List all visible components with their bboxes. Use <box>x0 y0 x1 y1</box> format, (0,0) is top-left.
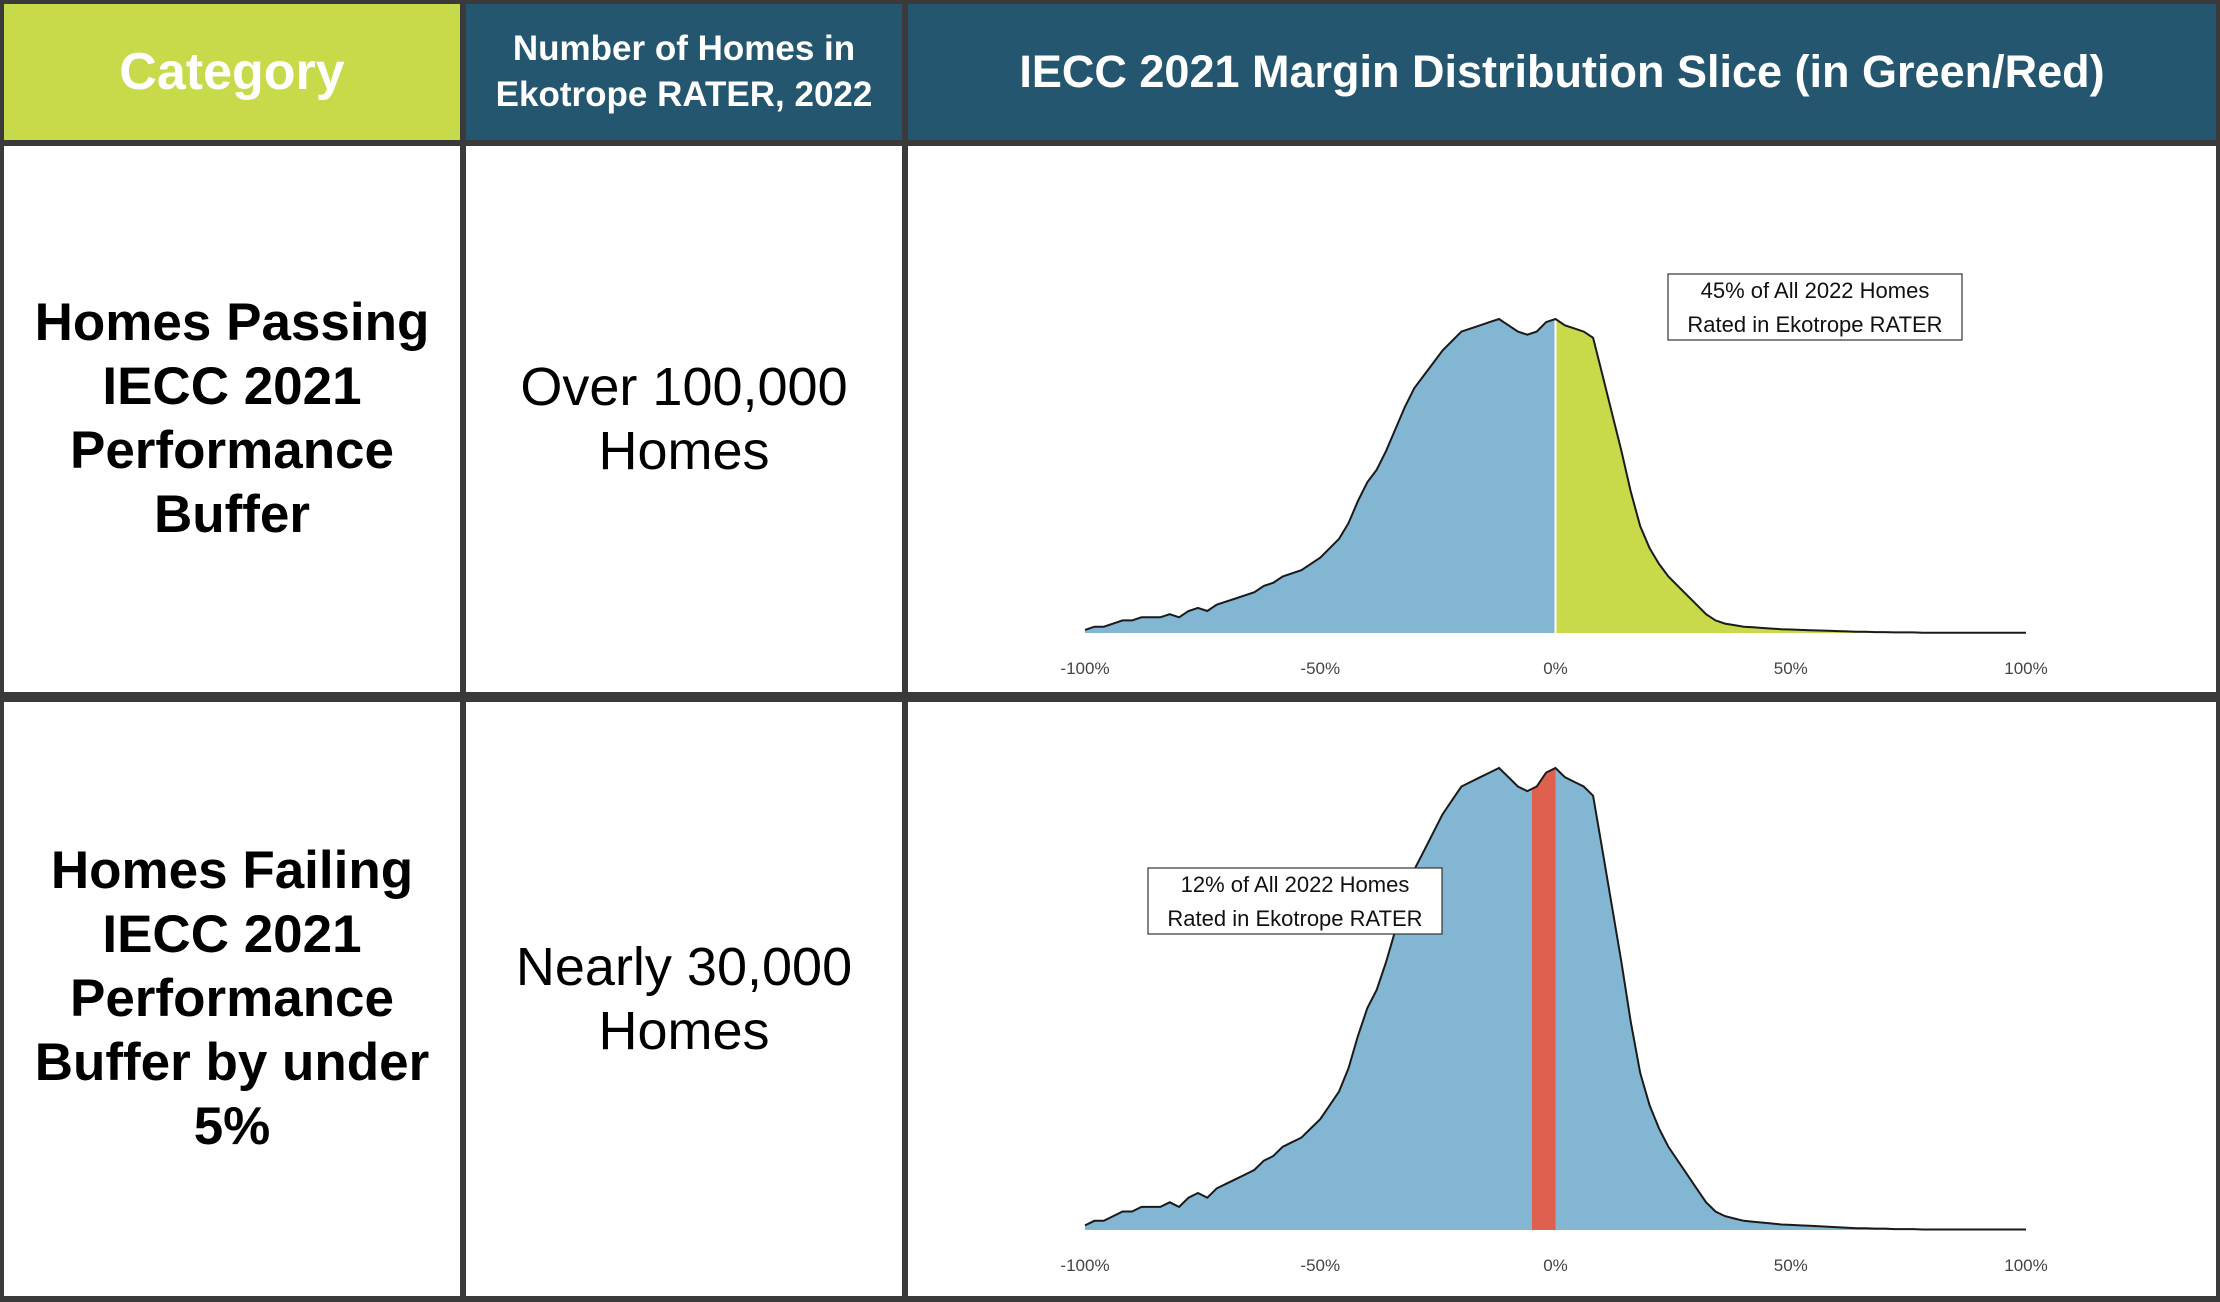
row-2-category-label: Homes Failing IECC 2021 Performance Buff… <box>34 841 430 1156</box>
annotation-text: 12% of All 2022 Homes <box>1181 872 1410 897</box>
row-2-category: Homes Failing IECC 2021 Performance Buff… <box>4 702 460 1296</box>
cell-bg <box>466 146 902 692</box>
x-tick-label: 0% <box>1543 659 1568 678</box>
x-tick-label: -100% <box>1060 659 1109 678</box>
density-outline <box>1084 766 2026 1231</box>
row-2-chart: -100% -50% 0% 50% 100% 12% of All 2022 Homes R… <box>908 702 2216 1296</box>
row-1-count-label: Over 100,000 Homes <box>520 357 848 481</box>
row-2-count: Nearly 30,000 Homes <box>466 702 902 1296</box>
density-outline <box>1084 317 2026 634</box>
highlight-slice <box>1555 319 2026 633</box>
cell-bg <box>4 702 460 1296</box>
header-category-label: Category <box>119 43 345 101</box>
x-tick-label: 50% <box>1774 1256 1808 1275</box>
annotation-text: Rated in Ekotrope RATER <box>1687 312 1942 337</box>
zero-divider <box>1554 319 1557 633</box>
chart-passing: -100% -50% 0% 50% 100% 45% of All 2022 Homes R… <box>1060 273 2048 678</box>
annotation-box <box>1667 273 1963 341</box>
x-tick-label: 100% <box>2004 659 2047 678</box>
cell-bg <box>4 146 460 692</box>
x-tick-label: 100% <box>2004 1256 2047 1275</box>
annotation-text: Rated in Ekotrope RATER <box>1167 906 1422 931</box>
row-1-count: Over 100,000 Homes <box>466 146 902 692</box>
x-tick-label: 50% <box>1774 659 1808 678</box>
chart-failing: -100% -50% 0% 50% 100% 12% of All 2022 Homes R… <box>1060 766 2048 1275</box>
header-category: Category <box>4 4 460 140</box>
header-number-label: Number of Homes in Ekotrope RATER, 2022 <box>495 29 873 114</box>
row-1-category-label: Homes Passing IECC 2021 Performance Buff… <box>34 293 430 544</box>
highlight-slice <box>1531 768 1556 1230</box>
header-chart: IECC 2021 Margin Distribution Slice (in … <box>908 4 2216 140</box>
header-chart-label: IECC 2021 Margin Distribution Slice (in … <box>1019 46 2105 97</box>
x-tick-label: -50% <box>1300 1256 1340 1275</box>
row-1-chart: -100% -50% 0% 50% 100% 45% of All 2022 Homes R… <box>908 146 2216 692</box>
cell-bg <box>466 702 902 1296</box>
annotation-box <box>1147 867 1443 935</box>
row-1-category: Homes Passing IECC 2021 Performance Buff… <box>4 146 460 692</box>
x-tick-label: -100% <box>1060 1256 1109 1275</box>
x-tick-label: 0% <box>1543 1256 1568 1275</box>
row-2-count-label: Nearly 30,000 Homes <box>515 937 853 1061</box>
header-number: Number of Homes in Ekotrope RATER, 2022 <box>466 4 902 140</box>
annotation-text: 45% of All 2022 Homes <box>1701 278 1930 303</box>
x-tick-label: -50% <box>1300 659 1340 678</box>
